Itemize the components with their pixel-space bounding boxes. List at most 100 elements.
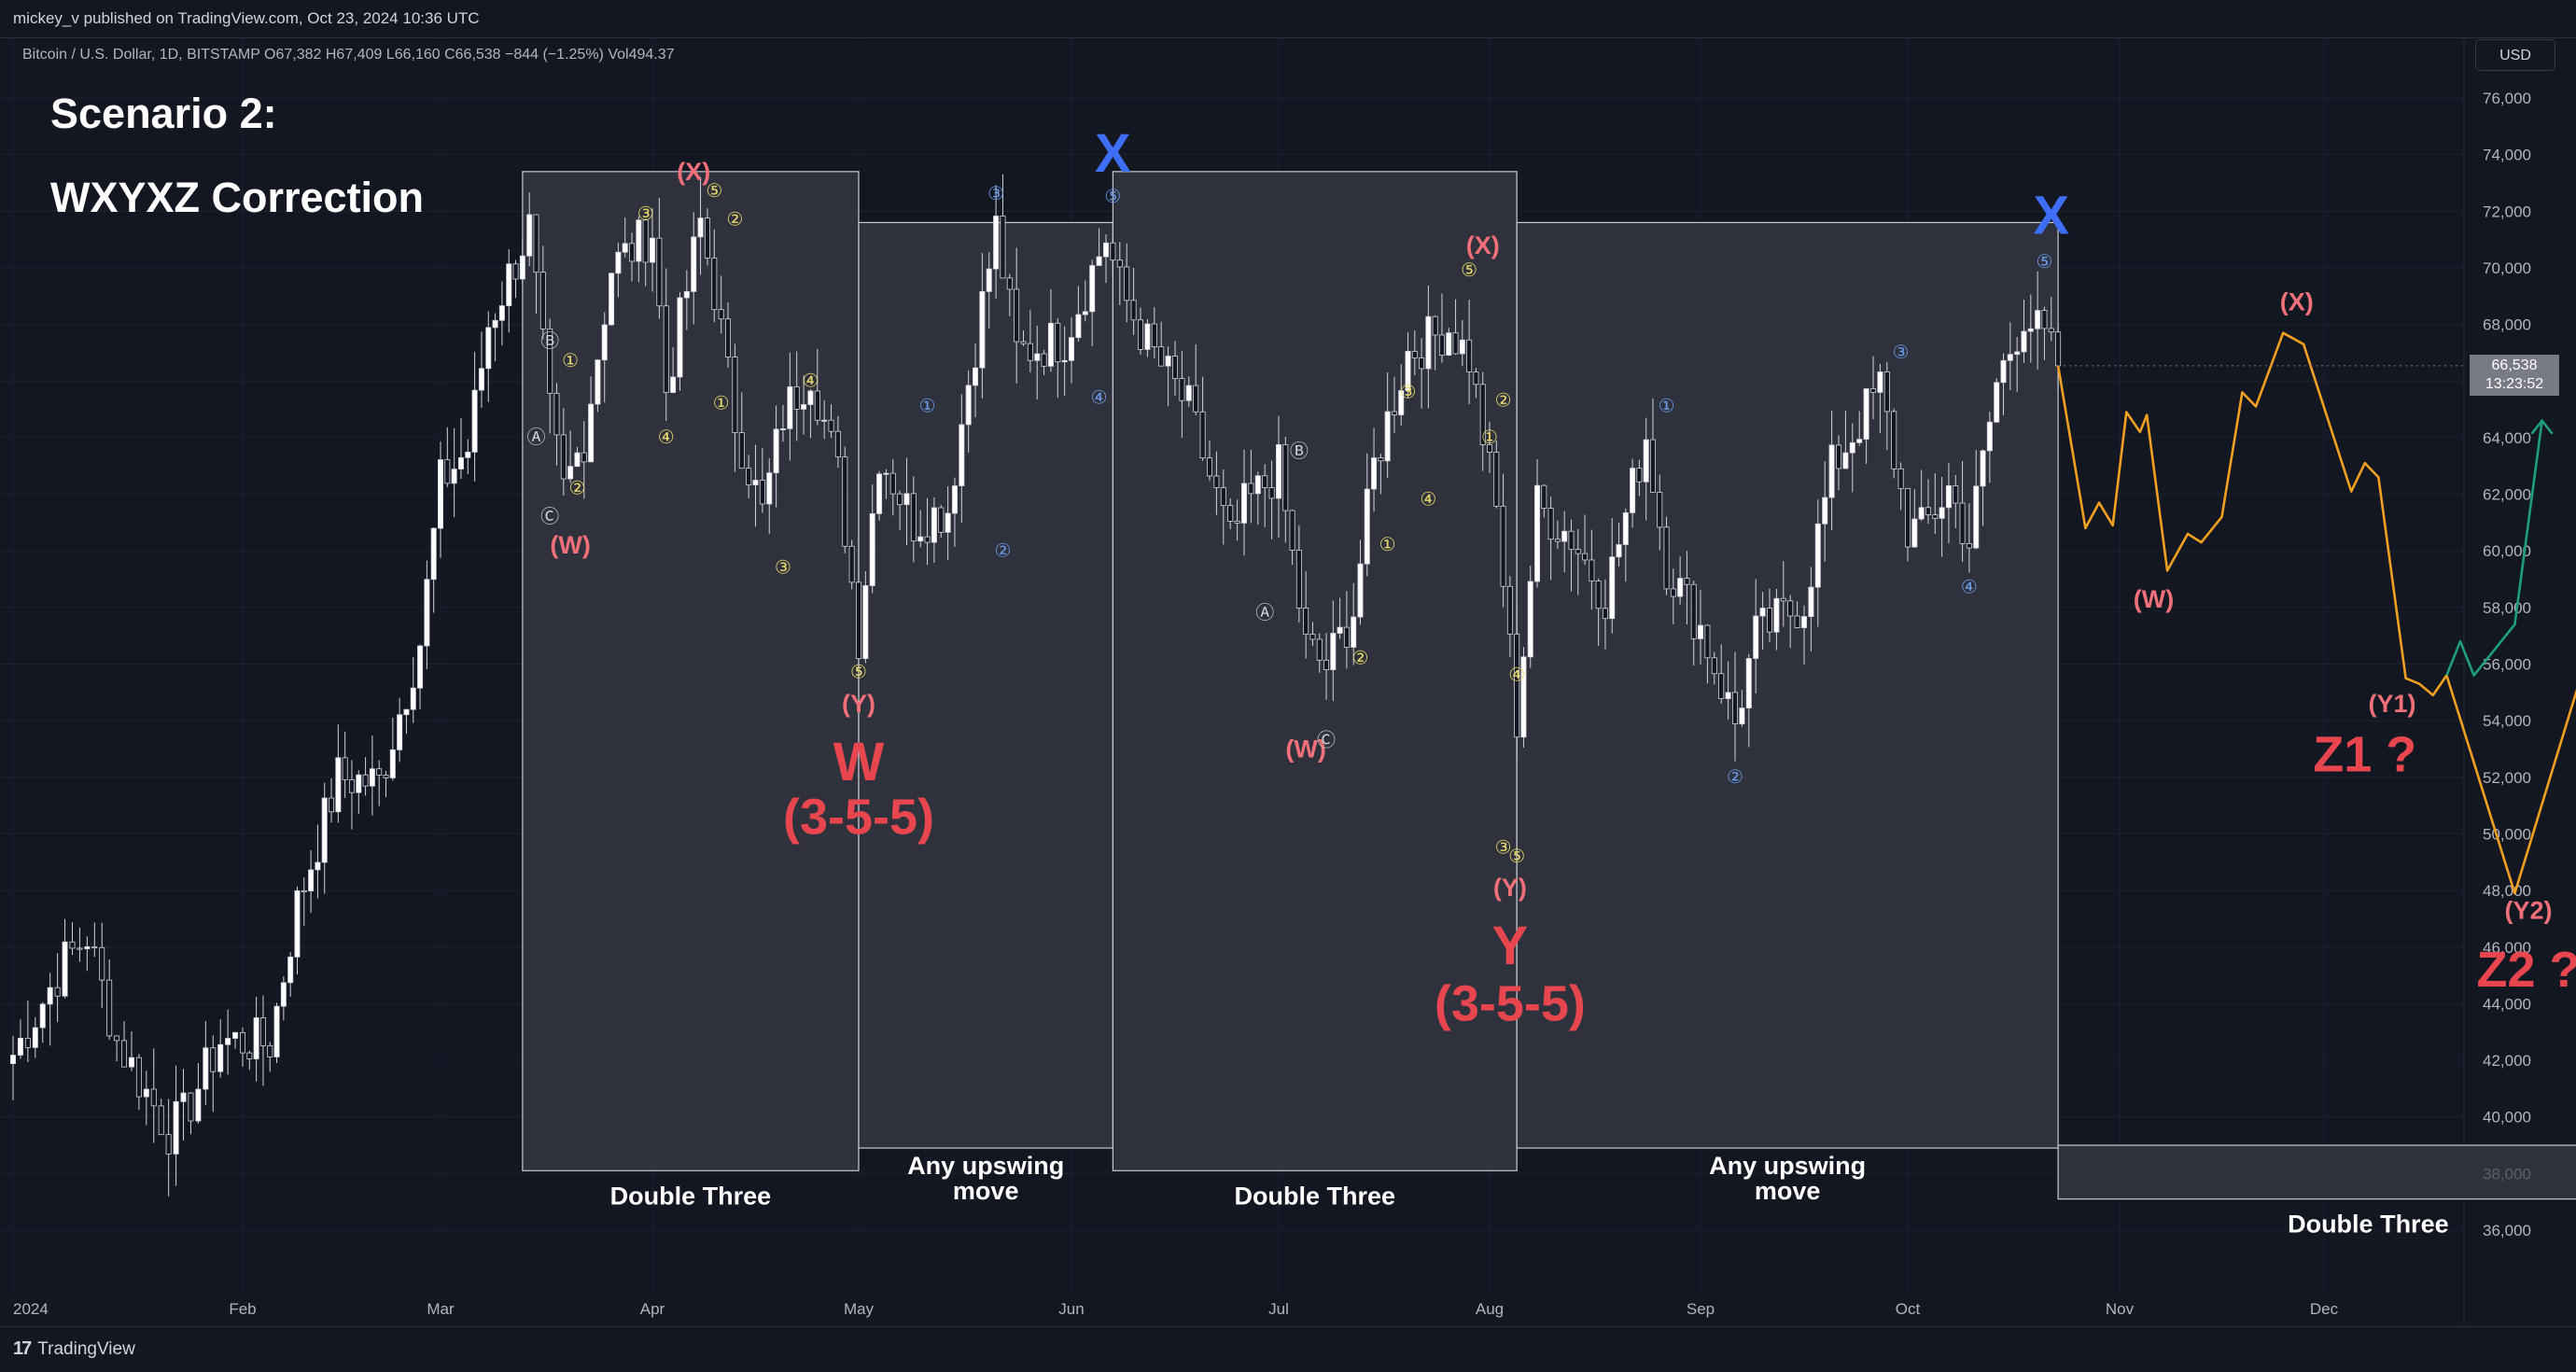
candle-body bbox=[437, 459, 443, 529]
y-tick-label: 36,000 bbox=[2483, 1222, 2531, 1239]
candle-body bbox=[1438, 334, 1445, 356]
candle-body bbox=[931, 507, 937, 543]
candle-body bbox=[1547, 508, 1554, 540]
candle-body bbox=[1179, 378, 1185, 401]
candle-body bbox=[91, 945, 98, 948]
price-chart[interactable]: 36,00038,00040,00042,00044,00046,00048,0… bbox=[0, 37, 2576, 1325]
minor-wave-label: ③ bbox=[987, 182, 1004, 204]
candle-body bbox=[1801, 616, 1808, 628]
candle-body bbox=[1836, 444, 1842, 469]
candle-body bbox=[560, 434, 567, 480]
tradingview-brand[interactable]: 17 TradingView bbox=[13, 1338, 135, 1360]
wave-label: Y bbox=[1492, 916, 1529, 976]
y-tick-label: 48,000 bbox=[2483, 882, 2531, 900]
projection-arrowhead-green bbox=[2530, 418, 2554, 435]
candle-body bbox=[1116, 259, 1123, 268]
candle-body bbox=[581, 452, 587, 463]
candle-body bbox=[1684, 578, 1690, 585]
candle-body bbox=[1165, 356, 1171, 367]
box-label: Double Three bbox=[1235, 1182, 1396, 1210]
x-tick-label: May bbox=[844, 1300, 875, 1318]
candle-body bbox=[143, 1088, 149, 1098]
candle-body bbox=[1124, 266, 1130, 301]
candle-body bbox=[2000, 359, 2007, 384]
last-price-value: 66,538 bbox=[2491, 357, 2538, 373]
candle-body bbox=[1158, 346, 1165, 367]
candle-body bbox=[1863, 388, 1869, 441]
candle-body bbox=[779, 427, 786, 430]
candle-body bbox=[106, 979, 113, 1037]
candle-body bbox=[801, 404, 807, 410]
candle-body bbox=[945, 512, 951, 533]
candle-body bbox=[397, 714, 403, 750]
candle-body bbox=[321, 797, 328, 863]
candle-body bbox=[47, 987, 53, 1005]
candle-body bbox=[451, 469, 457, 484]
candle-body bbox=[1711, 657, 1717, 675]
candle-body bbox=[1061, 359, 1068, 363]
candle-body bbox=[1745, 658, 1752, 708]
candle-body bbox=[1020, 341, 1027, 344]
candle-body bbox=[856, 581, 862, 660]
candle-body bbox=[1006, 277, 1013, 290]
minor-wave-label: ③ bbox=[637, 202, 654, 224]
candle-body bbox=[519, 255, 525, 280]
minor-wave-label: ② bbox=[726, 207, 743, 230]
candle-body bbox=[1616, 544, 1622, 558]
candle-body bbox=[704, 217, 710, 259]
candle-body bbox=[77, 947, 83, 950]
candle-body bbox=[1925, 507, 1931, 516]
candle-body bbox=[903, 493, 910, 506]
candle-body bbox=[938, 507, 945, 533]
candle-body bbox=[1357, 563, 1364, 618]
candle-body bbox=[1856, 439, 1863, 443]
candle-body bbox=[1411, 351, 1418, 358]
candle-body bbox=[1932, 514, 1939, 519]
candle-body bbox=[1047, 322, 1054, 367]
shaded-box bbox=[522, 171, 860, 1171]
wave-label: (3-5-5) bbox=[783, 789, 934, 845]
candle-body bbox=[301, 889, 307, 892]
candle-body bbox=[1698, 624, 1704, 639]
wave-label: (3-5-5) bbox=[1435, 976, 1586, 1032]
candle-body bbox=[567, 466, 574, 480]
candle-body bbox=[403, 708, 410, 716]
y-tick-label: 70,000 bbox=[2483, 259, 2531, 277]
candle-body bbox=[1207, 457, 1213, 477]
candle-body bbox=[793, 386, 800, 410]
candle-body bbox=[465, 451, 471, 458]
y-tick-label: 62,000 bbox=[2483, 486, 2531, 504]
candle-body bbox=[595, 359, 601, 405]
candle-body bbox=[834, 430, 841, 457]
candle-body bbox=[1649, 439, 1656, 493]
wave-label: X bbox=[2033, 186, 2069, 246]
candle-body bbox=[2014, 351, 2021, 356]
wave-label: Z1 ? bbox=[2313, 727, 2416, 783]
candle-body bbox=[1759, 608, 1766, 617]
currency-button[interactable]: USD bbox=[2475, 39, 2555, 71]
candle-body bbox=[1432, 315, 1438, 336]
candle-body bbox=[1110, 242, 1116, 261]
candle-body bbox=[1185, 385, 1192, 401]
candle-body bbox=[99, 946, 105, 981]
candle-body bbox=[683, 290, 690, 299]
candle-body bbox=[766, 472, 773, 505]
minor-wave-label: ③ bbox=[775, 555, 791, 578]
shaded-box bbox=[2057, 1144, 2576, 1200]
y-tick-label: 40,000 bbox=[2483, 1109, 2531, 1127]
minor-wave-label: ⑤ bbox=[1104, 185, 1121, 207]
symbol-legend[interactable]: Bitcoin / U.S. Dollar, 1D, BITSTAMP O67,… bbox=[22, 47, 675, 63]
candle-body bbox=[1309, 634, 1316, 640]
candle-body bbox=[180, 1092, 187, 1102]
candle-body bbox=[1822, 497, 1828, 525]
candle-body bbox=[862, 585, 869, 660]
candle-body bbox=[1075, 314, 1082, 339]
candle-body bbox=[1213, 475, 1220, 488]
candle-body bbox=[1780, 597, 1786, 602]
x-tick-label: Nov bbox=[2106, 1300, 2135, 1318]
candle-body bbox=[1883, 371, 1890, 413]
candle-body bbox=[876, 473, 883, 514]
candle-body bbox=[1303, 608, 1309, 636]
candle-body bbox=[574, 452, 581, 468]
minor-wave-label: ⑤ bbox=[2036, 250, 2052, 273]
